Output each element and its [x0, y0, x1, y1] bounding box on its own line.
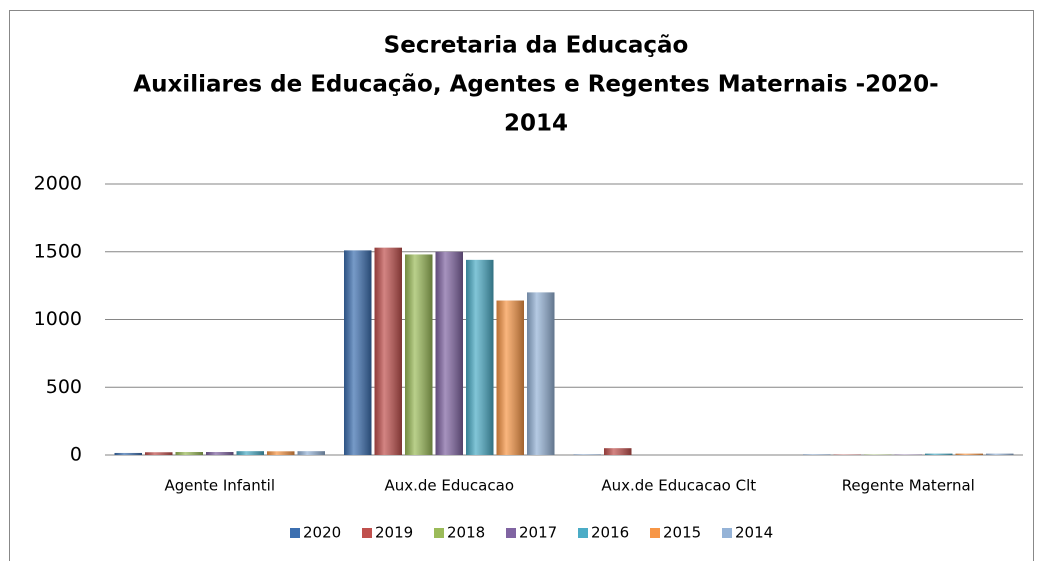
- bar-shading: [344, 250, 372, 455]
- chart-title: Secretaria da Educação: [384, 33, 689, 59]
- legend-label: 2015: [663, 524, 701, 542]
- legend-swatch: [362, 528, 372, 538]
- legend-label: 2018: [447, 524, 485, 542]
- legend-swatch: [722, 528, 732, 538]
- bar-shading: [175, 452, 203, 455]
- bar-shading: [267, 451, 295, 455]
- bar-shading: [986, 453, 1014, 455]
- chart-title: Auxiliares de Educação, Agentes e Regent…: [133, 72, 938, 98]
- bar-shading: [374, 247, 402, 455]
- y-tick-label: 0: [70, 444, 82, 466]
- legend-label: 2017: [519, 524, 557, 542]
- bar-shading: [206, 452, 234, 455]
- bar-shading: [496, 300, 524, 455]
- bar-shading: [955, 453, 983, 455]
- bar-shading: [925, 453, 953, 455]
- legend-swatch: [650, 528, 660, 538]
- legend-label: 2019: [375, 524, 413, 542]
- bar-shading: [114, 452, 142, 455]
- chart-frame: [9, 10, 1034, 561]
- bar-shading: [435, 251, 463, 455]
- bar-shading: [297, 451, 325, 455]
- bar-shading: [466, 259, 494, 455]
- chart-title: 2014: [504, 111, 568, 137]
- bar-shading: [527, 292, 555, 455]
- y-tick-label: 500: [46, 376, 82, 398]
- bar-shading: [236, 451, 264, 455]
- y-tick-label: 2000: [34, 173, 82, 195]
- legend-swatch: [290, 528, 300, 538]
- legend-label: 2020: [303, 524, 341, 542]
- y-tick-label: 1000: [34, 308, 82, 330]
- bar-shading: [604, 448, 632, 455]
- legend-label: 2016: [591, 524, 629, 542]
- bar-shading: [145, 452, 173, 455]
- y-tick-label: 1500: [34, 240, 82, 262]
- bar-shading: [405, 254, 433, 455]
- x-tick-label: Aux.de Educacao: [385, 477, 515, 495]
- legend-swatch: [578, 528, 588, 538]
- x-tick-label: Agente Infantil: [164, 477, 275, 495]
- x-tick-label: Aux.de Educacao Clt: [601, 477, 756, 495]
- legend-label: 2014: [735, 524, 773, 542]
- legend-swatch: [506, 528, 516, 538]
- x-tick-label: Regente Maternal: [842, 477, 975, 495]
- legend-swatch: [434, 528, 444, 538]
